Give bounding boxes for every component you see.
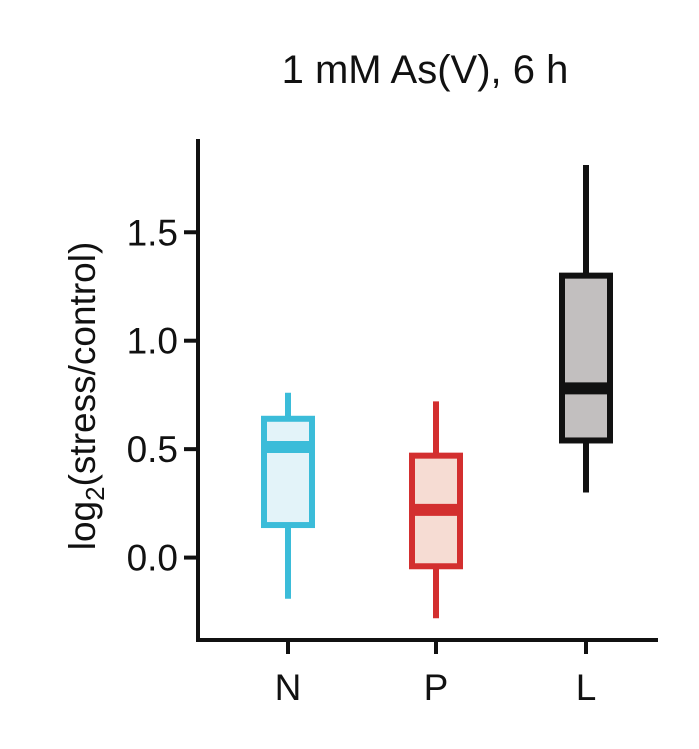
x-tick-label: L xyxy=(576,667,597,708)
box-iqr xyxy=(559,272,613,444)
y-axis-label: log2(stress/control) xyxy=(62,242,110,551)
y-tick-label: 1.0 xyxy=(127,321,178,362)
box-n xyxy=(261,392,315,599)
y-ticks: 0.0 0.5 1.0 1.5 xyxy=(127,212,198,579)
box-iqr xyxy=(261,415,315,529)
box-p xyxy=(409,401,463,619)
y-axis-label-suffix: (stress/control) xyxy=(62,242,103,487)
chart-title: 1 mM As(V), 6 h xyxy=(282,48,569,92)
box-l xyxy=(559,165,613,493)
x-tick-label: P xyxy=(424,667,449,708)
y-tick-label: 1.5 xyxy=(127,212,178,253)
y-axis-label-subscript: 2 xyxy=(80,486,110,500)
y-tick-label: 0.5 xyxy=(127,429,178,470)
y-tick-label: 0.0 xyxy=(127,538,178,579)
boxes xyxy=(261,165,613,619)
x-tick-label: N xyxy=(275,667,302,708)
y-axis-label-prefix: log xyxy=(62,501,103,550)
